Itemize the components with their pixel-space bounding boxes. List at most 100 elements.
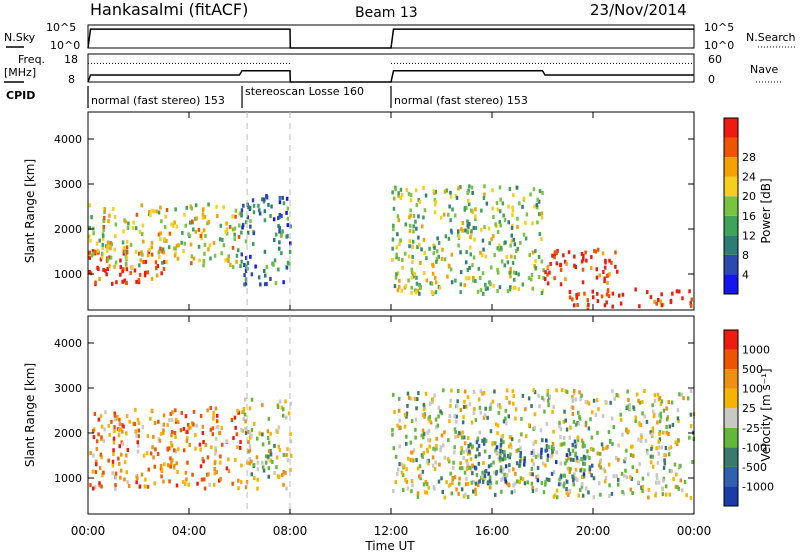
heatmap-cell: [199, 413, 203, 418]
heatmap-cell: [124, 219, 127, 224]
heatmap-cell: [199, 447, 202, 452]
heatmap-cell: [431, 291, 435, 296]
heatmap-cell: [457, 389, 460, 393]
heatmap-cell: [213, 253, 217, 258]
heatmap-cell: [278, 195, 282, 200]
heatmap-cell: [183, 241, 186, 246]
heatmap-cell: [567, 466, 570, 471]
heatmap-cell: [120, 452, 123, 457]
heatmap-cell: [677, 438, 680, 443]
heatmap-cell: [447, 263, 451, 268]
heatmap-cell: [599, 465, 602, 470]
heatmap-cell: [151, 445, 154, 450]
heatmap-cell: [242, 408, 245, 413]
heatmap-cell: [515, 448, 518, 453]
heatmap-cell: [257, 203, 260, 208]
heatmap-cell: [465, 477, 468, 482]
heatmap-cell: [438, 462, 441, 467]
heatmap-cell: [98, 238, 101, 243]
heatmap-cell: [509, 266, 512, 271]
heatmap-cell: [408, 244, 411, 249]
heatmap-cell: [595, 275, 599, 280]
heatmap-cell: [396, 467, 400, 472]
heatmap-cell: [529, 192, 532, 197]
heatmap-cell: [412, 458, 415, 463]
heatmap-cell: [482, 441, 486, 446]
heatmap-cell: [502, 467, 505, 472]
heatmap-cell: [95, 439, 99, 444]
heatmap-cell: [574, 451, 577, 456]
heatmap-cell: [102, 224, 105, 229]
heatmap-cell: [114, 475, 118, 480]
heatmap-cell: [533, 425, 536, 430]
heatmap-cell: [662, 430, 665, 435]
heatmap-cell: [527, 396, 531, 401]
heatmap-cell: [583, 443, 586, 448]
heatmap-cell: [499, 245, 503, 250]
heatmap-cell: [657, 439, 661, 444]
heatmap-cell: [168, 479, 171, 484]
heatmap-cell: [507, 414, 510, 419]
heatmap-cell: [460, 227, 463, 232]
heatmap-cell: [640, 432, 643, 437]
heatmap-cell: [565, 389, 569, 394]
heatmap-cell: [546, 389, 549, 393]
heatmap-cell: [482, 291, 485, 296]
heatmap-cell: [278, 246, 281, 251]
heatmap-cell: [92, 429, 95, 434]
ytick-label: 2000: [54, 427, 82, 440]
heatmap-cell: [476, 447, 479, 452]
heatmap-cell: [424, 480, 428, 485]
heatmap-cell: [215, 419, 219, 424]
heatmap-cell: [469, 467, 473, 472]
power-colorbar-label: Power [dB]: [759, 178, 773, 243]
heatmap-cell: [183, 481, 187, 486]
heatmap-cell: [674, 484, 678, 489]
heatmap-cell: [670, 469, 673, 474]
heatmap-cell: [668, 492, 671, 497]
heatmap-cell: [481, 391, 485, 396]
heatmap-cell: [408, 239, 411, 244]
heatmap-cell: [459, 466, 462, 471]
heatmap-cell: [121, 279, 124, 284]
heatmap-cell: [523, 456, 526, 461]
heatmap-cell: [95, 462, 98, 467]
heatmap-cell: [675, 442, 679, 447]
xtick-label: 08:00: [273, 524, 308, 538]
heatmap-cell: [147, 467, 150, 472]
heatmap-cell: [574, 467, 578, 472]
heatmap-cell: [269, 458, 272, 463]
heatmap-cell: [463, 470, 467, 475]
heatmap-cell: [559, 461, 562, 466]
heatmap-cell: [250, 272, 254, 277]
heatmap-cell: [448, 414, 451, 419]
heatmap-cell: [410, 457, 414, 462]
heatmap-cell: [434, 199, 438, 204]
heatmap-cell: [509, 274, 512, 279]
heatmap-cell: [555, 488, 559, 493]
heatmap-cell: [496, 403, 500, 408]
heatmap-cell: [686, 396, 690, 401]
heatmap-cell: [113, 264, 116, 269]
heatmap-cell: [187, 422, 190, 427]
heatmap-cell: [423, 414, 426, 419]
heatmap-cell: [484, 438, 488, 443]
heatmap-cell: [615, 393, 618, 397]
heatmap-cell: [254, 264, 257, 269]
heatmap-cell: [595, 398, 599, 403]
heatmap-cell: [503, 263, 506, 268]
heatmap-cell: [449, 228, 453, 233]
heatmap-cell: [628, 403, 631, 408]
heatmap-cell: [590, 473, 593, 478]
heatmap-cell: [425, 490, 428, 495]
heatmap-cell: [678, 289, 681, 294]
heatmap-cell: [394, 454, 398, 459]
heatmap-cell: [662, 408, 666, 413]
heatmap-cell: [183, 448, 186, 453]
heatmap-cell: [658, 437, 662, 442]
heatmap-cell: [101, 236, 105, 241]
heatmap-cell: [499, 209, 502, 214]
heatmap-cell: [504, 408, 508, 413]
heatmap-cell: [503, 453, 506, 458]
heatmap-cell: [200, 236, 203, 241]
